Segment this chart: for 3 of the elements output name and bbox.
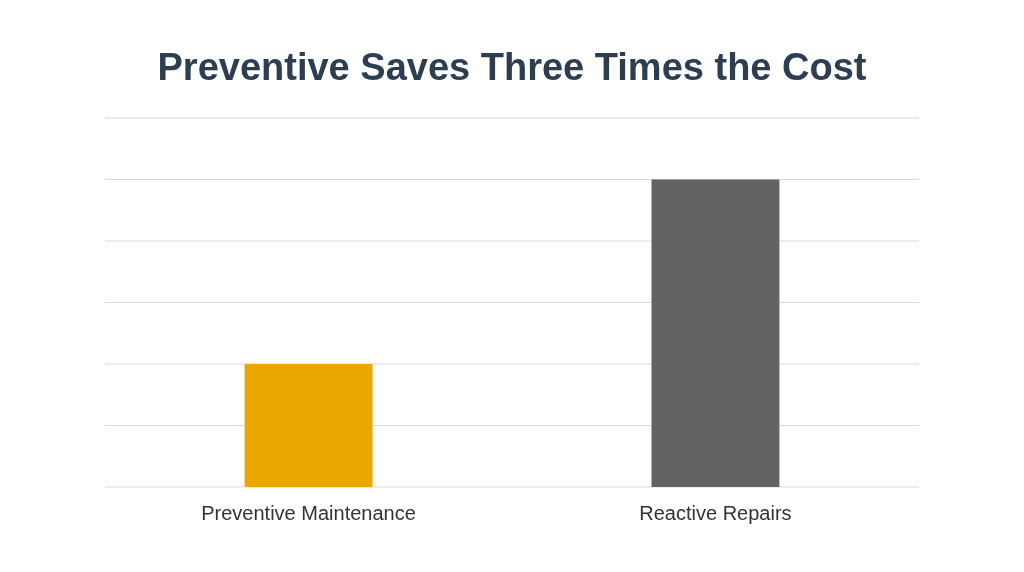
chart-title: Preventive Saves Three Times the Cost bbox=[157, 46, 867, 88]
x-tick-label: Reactive Repairs bbox=[639, 502, 792, 524]
x-tick-label: Preventive Maintenance bbox=[201, 502, 416, 524]
